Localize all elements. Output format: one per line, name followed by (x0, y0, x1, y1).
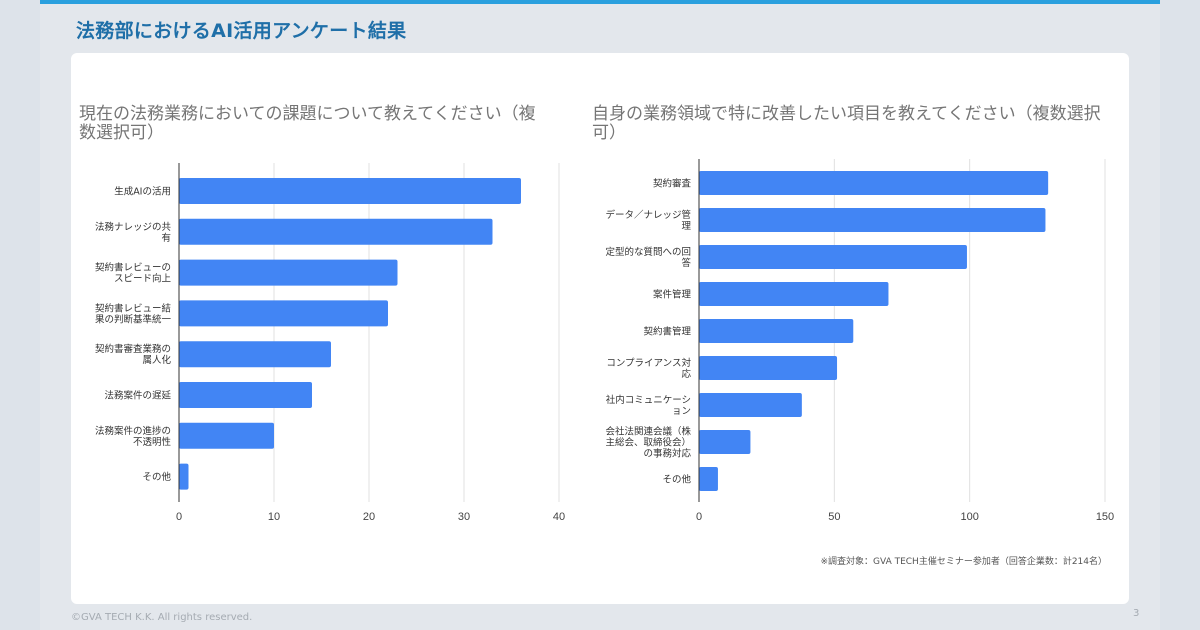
x-tick-label: 10 (268, 511, 280, 523)
bar (179, 341, 331, 368)
bar (699, 282, 889, 306)
x-tick-label: 30 (458, 511, 470, 523)
category-label: 不透明性 (133, 436, 172, 448)
bar (179, 382, 312, 408)
category-label: 属人化 (142, 354, 171, 366)
bar (699, 356, 838, 380)
category-label: データ／ナレッジ管 (605, 209, 691, 221)
category-label: その他 (142, 471, 171, 483)
bar (179, 178, 521, 204)
bar (699, 319, 854, 343)
category-label: 契約書レビュー結 (95, 302, 172, 314)
category-label: その他 (662, 474, 691, 486)
bar (179, 259, 398, 286)
slide-title: 法務部におけるAI活用アンケート結果 (76, 20, 407, 42)
chart-2-title: 自身の業務領域で特に改善したい項目を教えてください（複数選択可） (592, 104, 1101, 143)
bar (699, 245, 967, 269)
category-label: ョン (672, 406, 691, 417)
chart-1-bar-chart: 0 10 20 30 40 生成AIの活用法務ナレッジの共有契約書レビューのスピード向上契… (95, 163, 565, 523)
x-tick-label: 50 (828, 511, 840, 523)
category-label: の事務対応 (643, 448, 691, 460)
category-label: 有 (161, 232, 171, 244)
category-label: 契約書審査業務の (95, 343, 171, 355)
category-label: 応 (681, 368, 691, 380)
bar (699, 171, 1049, 195)
category-label: 法務案件の遅延 (104, 390, 171, 402)
category-label: 生成AIの活用 (114, 186, 171, 198)
category-label: 答 (681, 257, 691, 269)
category-label: スピード向上 (114, 273, 172, 285)
page-number: 3 (1133, 608, 1140, 619)
bar (179, 463, 189, 490)
slide: 法務部におけるAI活用アンケート結果 現在の法務業務においての課題について教えて… (40, 0, 1160, 630)
category-label: 会社法関連会議（株 (605, 426, 691, 438)
category-label: コンプライアンス対 (606, 357, 691, 369)
category-label: 案件管理 (653, 289, 692, 301)
bar (699, 430, 751, 454)
accent-bar (40, 0, 1160, 4)
category-label: 果の判断基準統一 (95, 313, 172, 325)
bar (699, 393, 802, 417)
category-label: 法務ナレッジの共 (95, 221, 172, 233)
bar (699, 467, 718, 491)
x-tick-label: 100 (960, 511, 978, 523)
x-tick-label: 40 (553, 511, 565, 523)
chart-1-title: 現在の法務業務においての課題について教えてください（複数選択可） (79, 104, 536, 143)
bar (699, 208, 1046, 232)
bar (179, 422, 274, 449)
survey-note: ※調査対象：GVA TECH主催セミナー参加者（回答企業数：計214名） (820, 557, 1107, 567)
category-label: 理 (681, 221, 691, 232)
x-tick-label: 0 (176, 511, 182, 523)
category-label: 契約審査 (653, 178, 692, 190)
bar (179, 218, 493, 245)
category-label: 法務案件の進捗の (95, 425, 171, 437)
x-tick-label: 150 (1096, 511, 1114, 523)
copyright-footer: ©GVA TECH K.K. All rights reserved. (71, 612, 253, 623)
x-tick-label: 0 (696, 511, 702, 523)
x-tick-label: 20 (363, 511, 375, 523)
category-label: 社内コミュニケーシ (606, 394, 691, 406)
category-label: 定型的な質問への回 (605, 246, 691, 258)
category-label: 契約書レビューの (95, 262, 171, 274)
bar (179, 300, 388, 327)
category-label: 契約書管理 (643, 326, 691, 338)
chart-2-bar-chart: 0 50 100 150 契約審査データ／ナレッジ管理定型的な質問への回答案件管理契約書… (605, 159, 1114, 523)
chart-card: 現在の法務業務においての課題について教えてください（複数選択可） 自身の業務領域… (71, 53, 1129, 604)
category-label: 主総会、取締役会） (605, 437, 691, 449)
